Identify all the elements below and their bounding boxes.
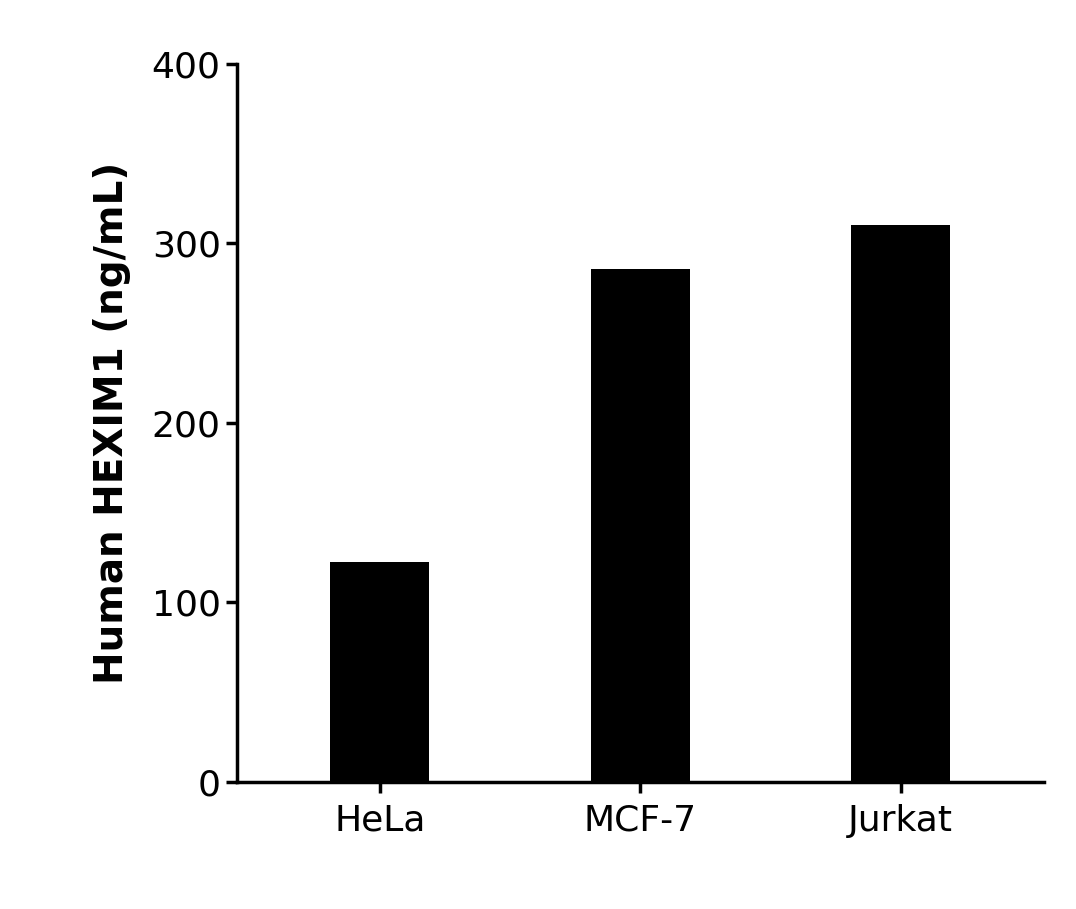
Bar — [851, 225, 950, 782]
Bar — [330, 562, 429, 782]
Y-axis label: Human HEXIM1 (ng/mL): Human HEXIM1 (ng/mL) — [93, 162, 131, 684]
Bar — [591, 269, 690, 782]
